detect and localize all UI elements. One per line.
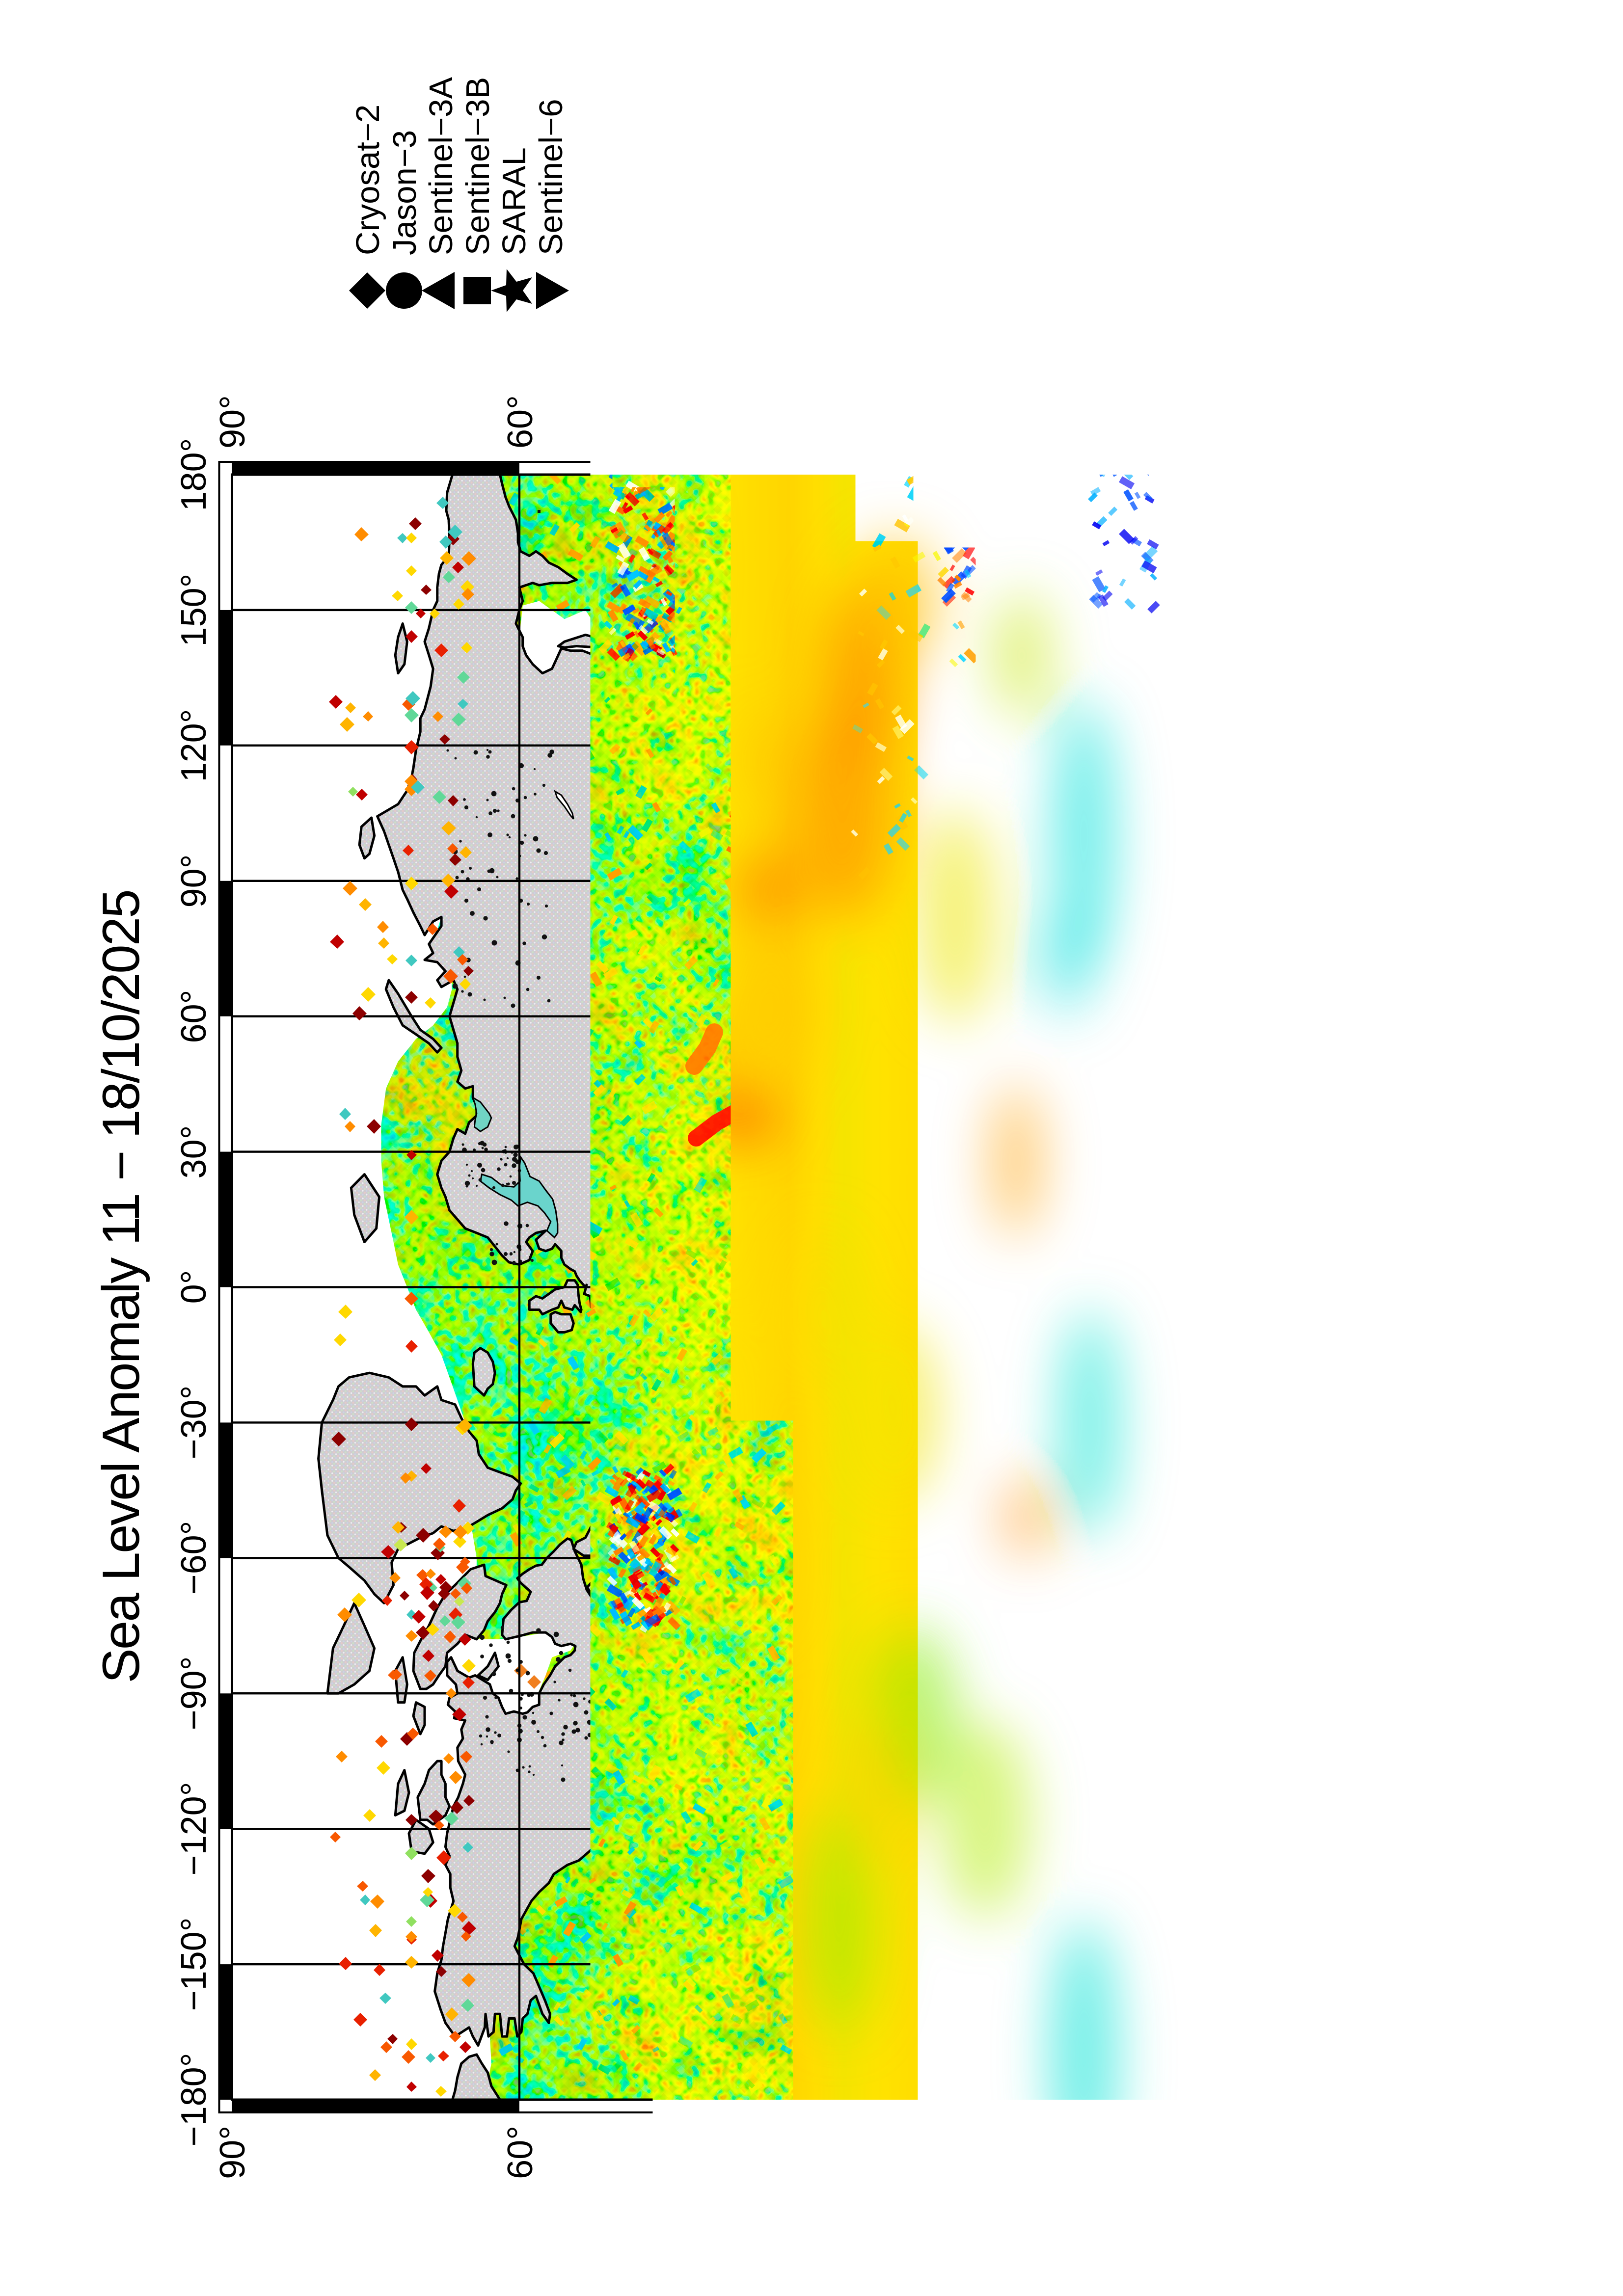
- svg-text:60°: 60°: [501, 2126, 540, 2179]
- svg-text:120°: 120°: [1449, 709, 1488, 782]
- svg-text:30°: 30°: [174, 1125, 214, 1179]
- svg-text:−0.4: −0.4: [1346, 71, 1385, 140]
- svg-text:30°: 30°: [672, 395, 711, 449]
- svg-text:−60°: −60°: [174, 1521, 214, 1595]
- svg-text:0.2: 0.2: [974, 91, 1013, 140]
- svg-text:0.3: 0.3: [912, 91, 951, 140]
- svg-text:−120°: −120°: [174, 1782, 214, 1876]
- svg-text:0°: 0°: [812, 2126, 851, 2160]
- svg-text:0.1: 0.1: [1036, 91, 1075, 140]
- svg-text:−60°: −60°: [1122, 374, 1162, 449]
- svg-text:−180°: −180°: [174, 2053, 214, 2147]
- svg-text:−60°: −60°: [1122, 2126, 1162, 2200]
- svg-text:−30°: −30°: [1449, 1386, 1488, 1460]
- svg-text:120°: 120°: [174, 709, 214, 782]
- svg-text:0°: 0°: [812, 415, 851, 449]
- svg-text:0°: 0°: [1449, 1270, 1488, 1304]
- svg-text:−0.5: −0.5: [1407, 71, 1447, 140]
- svg-text:−180°: −180°: [1449, 2053, 1488, 2147]
- svg-text:−150°: −150°: [174, 1918, 214, 2011]
- svg-text:−30°: −30°: [174, 1386, 214, 1460]
- svg-text:Sentinel−3B: Sentinel−3B: [460, 77, 496, 255]
- svg-text:60°: 60°: [174, 990, 214, 1043]
- svg-text:−30°: −30°: [951, 2126, 991, 2200]
- svg-text:−30°: −30°: [951, 374, 991, 449]
- svg-text:0.4: 0.4: [850, 91, 889, 140]
- svg-text:90°: 90°: [1449, 854, 1488, 908]
- svg-text:−90°: −90°: [1410, 374, 1449, 449]
- svg-text:30°: 30°: [1449, 1125, 1488, 1179]
- svg-text:m: m: [763, 192, 802, 222]
- svg-text:−0.3: −0.3: [1284, 71, 1323, 140]
- svg-text:Cryosat−2: Cryosat−2: [350, 105, 386, 255]
- svg-text:150°: 150°: [174, 574, 214, 647]
- svg-text:90°: 90°: [213, 395, 252, 449]
- svg-text:−150°: −150°: [1449, 1918, 1488, 2011]
- svg-text:−0.2: −0.2: [1221, 71, 1261, 140]
- svg-text:−90°: −90°: [1410, 2126, 1449, 2200]
- svg-text:0.5: 0.5: [788, 91, 827, 140]
- svg-text:150°: 150°: [1449, 574, 1488, 647]
- svg-text:Sea Level Anomaly 11 − 18/10/2: Sea Level Anomaly 11 − 18/10/2025: [91, 890, 150, 1683]
- svg-text:180°: 180°: [1449, 438, 1488, 511]
- svg-text:180°: 180°: [174, 438, 214, 511]
- svg-text:−120°: −120°: [1449, 1782, 1488, 1876]
- svg-text:Jason−3: Jason−3: [386, 130, 423, 255]
- svg-text:Sentinel−6: Sentinel−6: [533, 99, 569, 255]
- svg-text:90°: 90°: [213, 2126, 252, 2179]
- svg-text:SARAL: SARAL: [496, 147, 533, 255]
- svg-text:−60°: −60°: [1449, 1521, 1488, 1595]
- svg-text:Sentinel−3A: Sentinel−3A: [423, 77, 460, 255]
- svg-text:90°: 90°: [174, 854, 214, 908]
- svg-text:−0.1: −0.1: [1160, 71, 1199, 140]
- svg-text:0°: 0°: [174, 1270, 214, 1304]
- svg-text:60°: 60°: [501, 395, 540, 449]
- svg-text:−90°: −90°: [174, 1656, 214, 1731]
- svg-text:30°: 30°: [672, 2126, 711, 2179]
- svg-text:0.0: 0.0: [1098, 91, 1137, 140]
- svg-text:60°: 60°: [1449, 990, 1488, 1043]
- svg-text:−90°: −90°: [1449, 1656, 1488, 1731]
